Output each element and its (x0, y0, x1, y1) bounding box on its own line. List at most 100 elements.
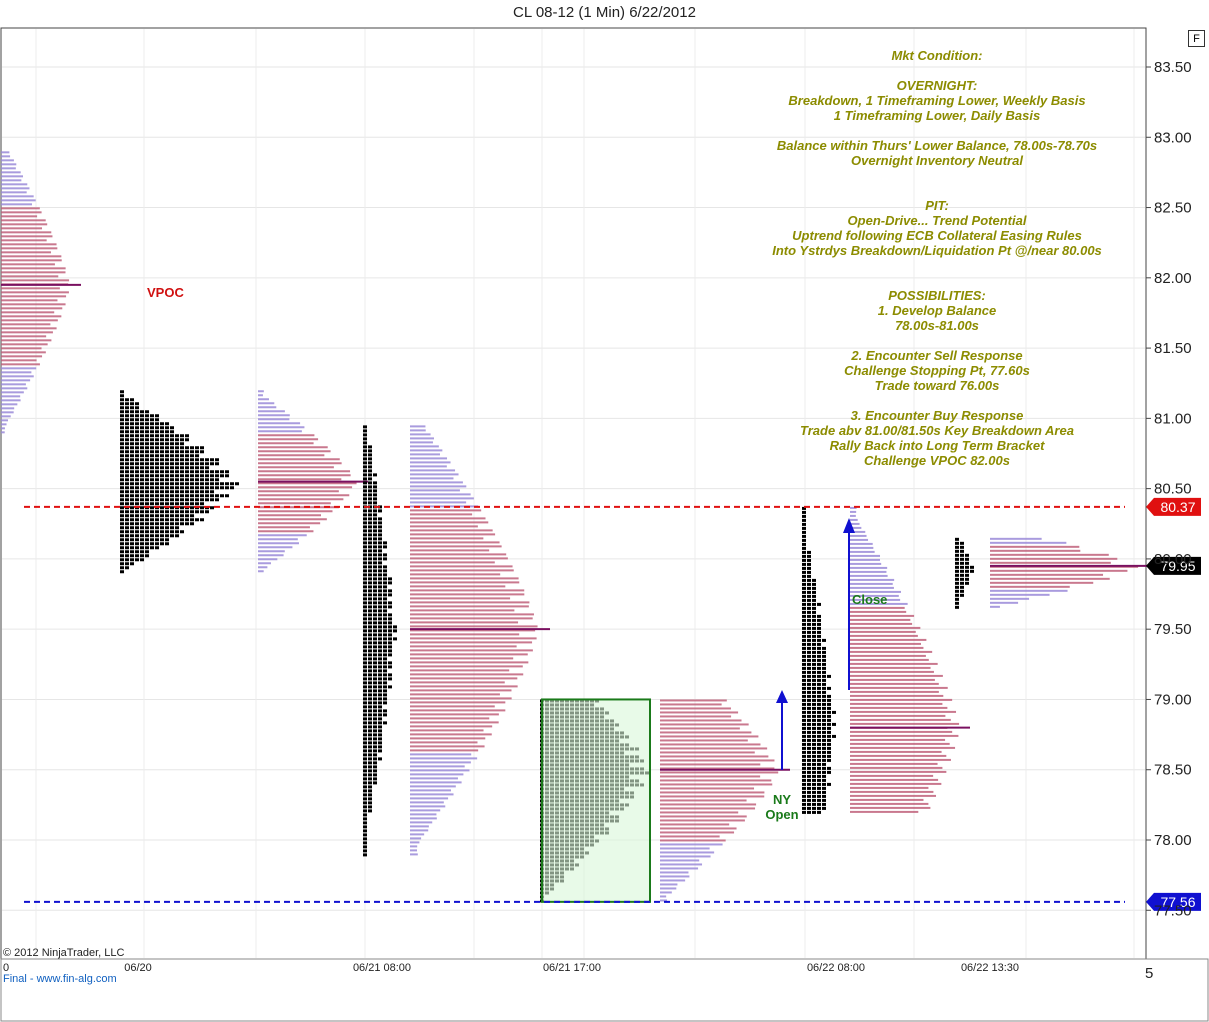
tpo-block (120, 438, 124, 442)
volume-row (850, 530, 866, 533)
tpo-block (165, 442, 169, 446)
tpo-block (155, 470, 159, 474)
tpo-block (140, 446, 144, 450)
tpo-block (125, 558, 129, 562)
volume-row (660, 843, 723, 846)
tpo-block (135, 482, 139, 486)
tpo-block (125, 426, 129, 430)
tpo-block (802, 546, 806, 550)
tpo-block (135, 414, 139, 418)
tpo-block (373, 689, 377, 693)
tpo-block (368, 709, 372, 713)
tpo-block (373, 617, 377, 621)
volume-row (850, 806, 931, 809)
condition-line: Uptrend following ECB Collateral Easing … (792, 228, 1082, 243)
volume-row (410, 489, 460, 492)
tpo-block (378, 665, 382, 669)
volume-row (660, 723, 749, 726)
tpo-block (388, 621, 392, 625)
tpo-block (155, 450, 159, 454)
tpo-block (180, 522, 184, 526)
tpo-block (180, 458, 184, 462)
tpo-block (807, 758, 811, 762)
volume-row (990, 581, 1094, 584)
tpo-block (812, 678, 816, 682)
tpo-block (140, 546, 144, 550)
tpo-block (802, 514, 806, 518)
tpo-block (802, 646, 806, 650)
tpo-block (135, 498, 139, 502)
f-button[interactable]: F (1188, 30, 1205, 47)
volume-row (850, 594, 899, 597)
tpo-block (150, 510, 154, 514)
tpo-block (145, 458, 149, 462)
tpo-block (120, 502, 124, 506)
tpo-block (368, 541, 372, 545)
volume-row (660, 795, 765, 798)
tpo-block (368, 581, 372, 585)
tpo-block (160, 462, 164, 466)
tpo-block (373, 581, 377, 585)
tpo-block (807, 654, 811, 658)
tpo-block (140, 434, 144, 438)
tpo-block (150, 502, 154, 506)
tpo-block (220, 494, 224, 498)
tpo-block (368, 677, 372, 681)
tpo-block (180, 478, 184, 482)
tpo-block (807, 686, 811, 690)
tpo-block (120, 570, 124, 574)
tpo-block (812, 762, 816, 766)
volume-row (660, 859, 700, 862)
volume-row (258, 458, 340, 461)
tpo-block (802, 742, 806, 746)
tpo-block (807, 626, 811, 630)
tpo-block (363, 465, 367, 469)
tpo-block (817, 802, 821, 806)
tpo-block (812, 586, 816, 590)
tpo-block (822, 686, 826, 690)
volume-row (258, 558, 278, 561)
condition-line: Trade abv 81.00/81.50s Key Breakdown Are… (800, 423, 1074, 438)
tpo-block (195, 490, 199, 494)
tpo-block (150, 542, 154, 546)
profile-7 (802, 506, 836, 814)
volume-row (410, 813, 437, 816)
tpo-block (817, 614, 821, 618)
tpo-block (220, 470, 224, 474)
tpo-block (150, 430, 154, 434)
tpo-block (180, 474, 184, 478)
tpo-block (812, 694, 816, 698)
tpo-block (822, 802, 826, 806)
volume-row (850, 810, 919, 813)
tpo-block (363, 829, 367, 833)
volume-row (660, 719, 742, 722)
tpo-block (373, 481, 377, 485)
volume-row (1, 255, 62, 258)
tpo-block (363, 741, 367, 745)
tpo-block (120, 562, 124, 566)
tpo-block (363, 665, 367, 669)
tpo-block (220, 482, 224, 486)
tpo-block (955, 557, 959, 561)
tpo-block (812, 766, 816, 770)
price-marker: 80.37 (1146, 497, 1201, 516)
tpo-block (807, 810, 811, 814)
tpo-block (363, 521, 367, 525)
tpo-block (363, 713, 367, 717)
tpo-block (125, 466, 129, 470)
tpo-block (175, 490, 179, 494)
tpo-block (368, 513, 372, 517)
tpo-block (363, 737, 367, 741)
tpo-block (960, 565, 964, 569)
volume-row (850, 662, 938, 665)
tpo-block (155, 422, 159, 426)
tpo-block (120, 430, 124, 434)
tpo-block (383, 709, 387, 713)
tpo-block (200, 458, 204, 462)
tpo-block (807, 602, 811, 606)
ny-open-label-2: Open (765, 807, 798, 822)
tpo-block (190, 454, 194, 458)
tpo-block (363, 573, 367, 577)
tpo-block (373, 513, 377, 517)
